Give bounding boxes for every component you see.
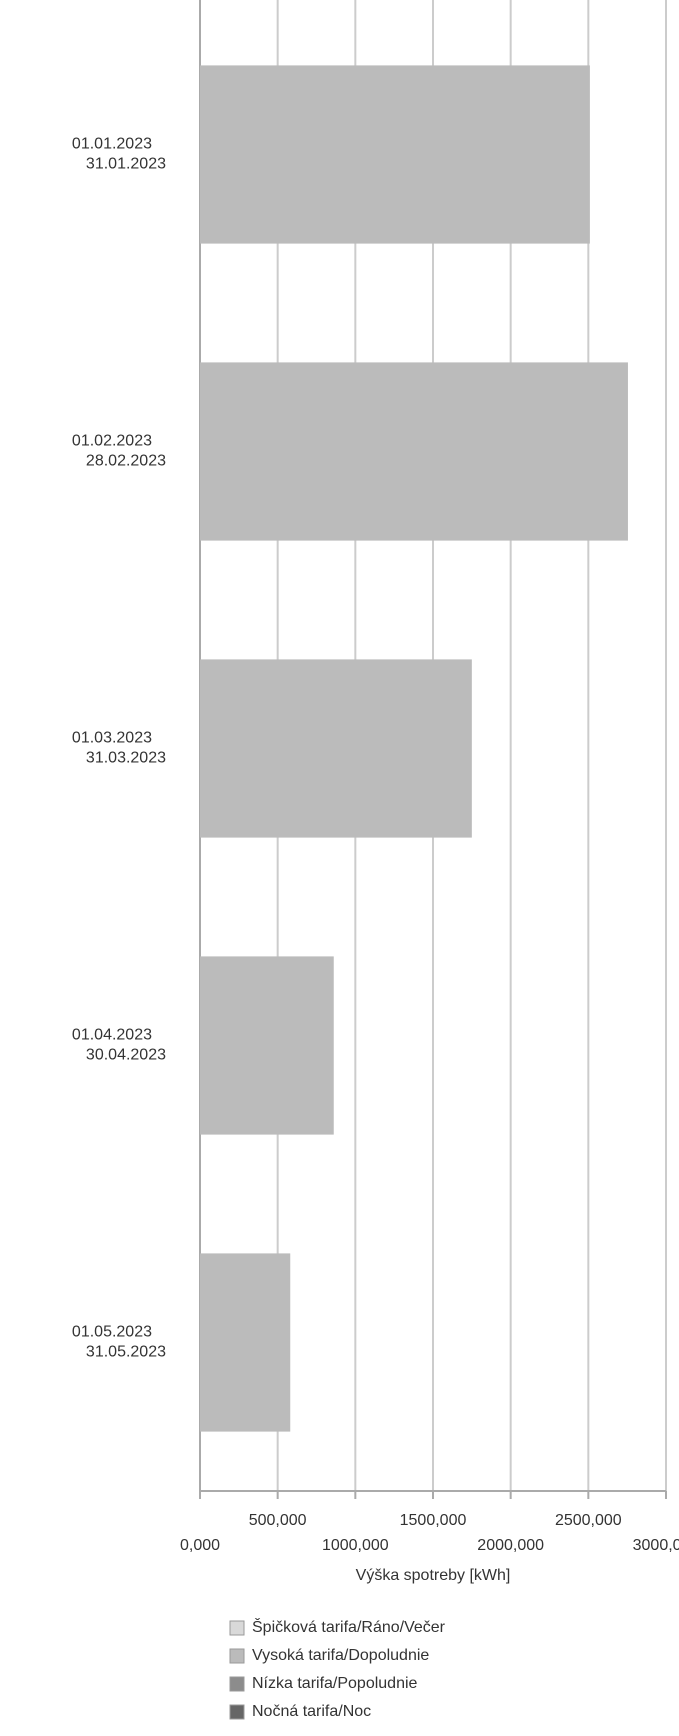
legend-label: Nočná tarifa/Noc: [252, 1703, 371, 1720]
y-tick-label: 30.04.2023: [86, 1047, 166, 1064]
legend-label: Vysoká tarifa/Dopoludnie: [252, 1647, 429, 1664]
y-tick-label: 01.04.2023: [72, 1027, 152, 1044]
y-tick-label: 31.03.2023: [86, 750, 166, 767]
bar: [200, 659, 472, 838]
y-tick-label: 28.02.2023: [86, 453, 166, 470]
bar: [200, 362, 628, 541]
x-tick-label: 1500,000: [400, 1512, 467, 1529]
legend-swatch: [229, 1620, 245, 1636]
y-tick-label: 01.01.2023: [72, 136, 152, 153]
bar: [200, 65, 590, 244]
x-axis-title: Výška spotreby [kWh]: [356, 1567, 511, 1584]
x-tick-label: 3000,000: [633, 1537, 679, 1554]
legend-label: Nízka tarifa/Popoludnie: [252, 1675, 418, 1692]
legend-swatch: [229, 1648, 245, 1664]
legend-label: Špičková tarifa/Ráno/Večer: [252, 1617, 446, 1636]
x-tick-label: 0,000: [180, 1537, 220, 1554]
y-tick-label: 31.05.2023: [86, 1344, 166, 1361]
x-tick-label: 1000,000: [322, 1537, 389, 1554]
bar: [200, 1253, 291, 1432]
y-tick-label: 31.01.2023: [86, 156, 166, 173]
x-tick-label: 2500,000: [555, 1512, 622, 1529]
x-tick-label: 500,000: [249, 1512, 307, 1529]
legend-swatch: [229, 1676, 245, 1692]
legend-swatch: [229, 1704, 245, 1720]
x-tick-label: 2000,000: [477, 1537, 544, 1554]
y-tick-label: 01.05.2023: [72, 1324, 152, 1341]
bar: [200, 956, 334, 1135]
y-tick-label: 01.02.2023: [72, 433, 152, 450]
y-tick-label: 01.03.2023: [72, 730, 152, 747]
